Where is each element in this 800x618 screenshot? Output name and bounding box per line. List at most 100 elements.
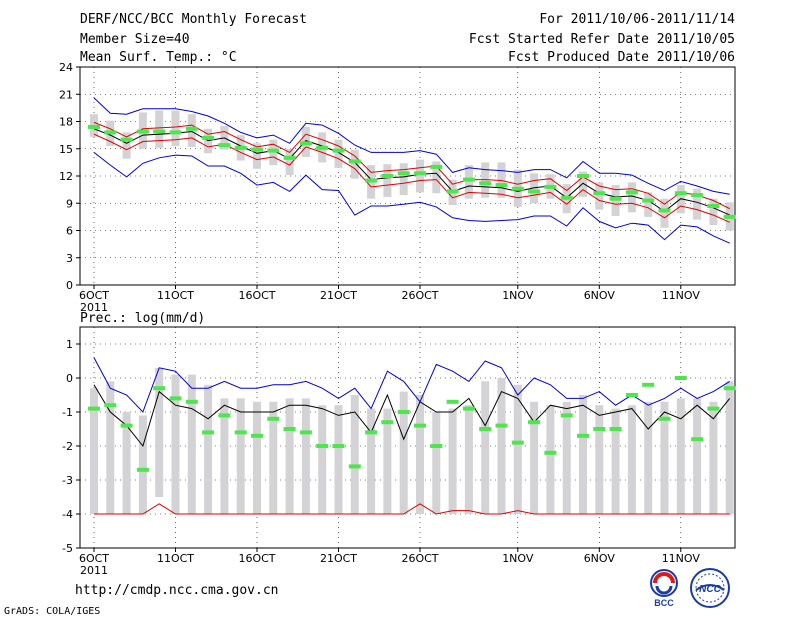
range-box (660, 401, 669, 514)
median-marker (691, 437, 704, 442)
range-box (693, 188, 702, 220)
median-marker (136, 467, 149, 472)
range-box (676, 398, 685, 514)
range-box (318, 405, 327, 514)
x-tick-label: 11OCT (157, 552, 194, 565)
variable-label: Mean Surf. Temp.: °C (80, 50, 237, 65)
median-marker (528, 420, 541, 425)
median-marker (332, 148, 345, 153)
median-marker (88, 406, 100, 411)
range-box (562, 401, 571, 514)
median-marker (299, 141, 312, 146)
median-marker (202, 135, 215, 140)
median-marker (544, 450, 557, 455)
x-year-label: 2011 (80, 564, 108, 577)
range-box (481, 381, 490, 514)
median-marker (169, 396, 182, 401)
range-box (497, 378, 506, 514)
x-year-label: 2011 (80, 301, 108, 314)
median-marker (707, 406, 720, 411)
range-box (301, 398, 310, 514)
fcst-produced-date: Fcst Produced Date 2011/10/06 (508, 50, 735, 65)
median-marker (593, 191, 606, 196)
range-box (350, 395, 359, 514)
median-marker (397, 171, 410, 176)
y-tick-label: 15 (59, 143, 73, 156)
range-box (122, 132, 131, 159)
median-marker (511, 440, 524, 445)
median-marker (723, 214, 736, 219)
series-line (93, 121, 730, 210)
series-line (93, 384, 731, 448)
x-tick-label: 6OCT (79, 552, 109, 565)
median-marker (397, 410, 410, 414)
range-box (383, 408, 392, 514)
median-marker (365, 178, 378, 183)
y-tick-label: 12 (59, 170, 73, 183)
range-box (595, 182, 604, 210)
range-box (611, 408, 620, 514)
range-box (579, 395, 587, 514)
range-box (530, 401, 539, 514)
range-box (399, 163, 408, 196)
y-tick-label: -4 (62, 508, 73, 521)
median-marker (316, 145, 329, 150)
range-box (334, 405, 343, 514)
median-marker (479, 181, 492, 186)
median-marker (495, 183, 508, 188)
range-box (285, 398, 294, 514)
x-tick-label: 1NOV (502, 552, 534, 565)
median-marker (348, 159, 361, 164)
median-marker (625, 393, 638, 397)
y-tick-label: 3 (66, 252, 73, 265)
median-marker (299, 430, 312, 435)
median-marker (283, 427, 296, 431)
range-box (138, 415, 147, 514)
median-marker (283, 155, 296, 160)
median-marker (462, 406, 475, 411)
range-box (416, 395, 424, 514)
median-marker (674, 376, 687, 380)
x-tick-label: 11NOV (662, 289, 701, 302)
median-marker (267, 416, 280, 421)
series-line (93, 128, 730, 216)
ncc-logo: NCC (690, 568, 730, 608)
median-marker (104, 403, 117, 408)
median-marker (479, 427, 492, 431)
y-tick-label: 1 (66, 338, 73, 351)
range-box (171, 374, 180, 514)
y-tick-label: 0 (66, 279, 73, 292)
range-box (155, 367, 164, 497)
y-tick-label: -1 (62, 406, 73, 419)
median-marker (185, 399, 198, 404)
median-marker (202, 430, 215, 435)
ncc-logo-text: NCC (699, 584, 721, 595)
range-box (513, 384, 522, 514)
median-marker (234, 430, 247, 435)
median-marker (446, 399, 459, 404)
range-box (693, 398, 702, 514)
median-marker (691, 193, 704, 198)
bcc-logo: BCC (650, 569, 678, 608)
source-url[interactable]: http://cmdp.ncc.cma.gov.cn (75, 583, 279, 598)
median-marker (104, 130, 117, 135)
range-box (644, 401, 653, 514)
median-marker (251, 147, 263, 152)
x-tick-label: 26OCT (401, 289, 438, 302)
x-tick-label: 21OCT (320, 552, 357, 565)
y-tick-label: -3 (62, 474, 73, 487)
series-line (93, 133, 730, 223)
median-marker (609, 196, 622, 201)
median-marker (153, 386, 166, 391)
series-line (93, 97, 730, 195)
range-box (155, 110, 164, 148)
y-tick-label: -2 (62, 440, 73, 453)
range-box (367, 408, 376, 514)
forecast-period: For 2011/10/06-2011/11/14 (539, 12, 735, 27)
y-tick-label: 6 (66, 225, 73, 238)
bcc-logo-text: BCC (654, 598, 674, 608)
median-marker (658, 416, 671, 421)
y-tick-label: 21 (59, 88, 73, 101)
median-marker (153, 129, 166, 134)
range-box (416, 159, 424, 193)
